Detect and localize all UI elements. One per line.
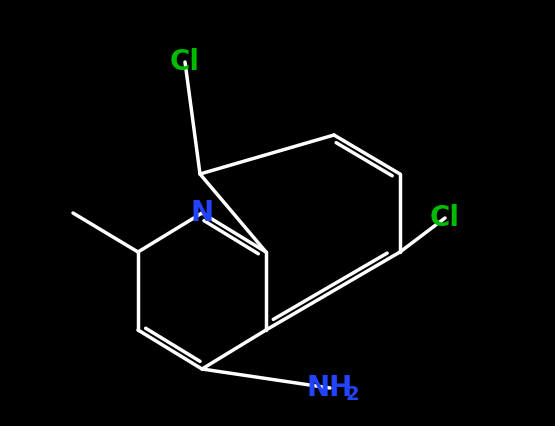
Text: Cl: Cl [170, 48, 200, 76]
Text: Cl: Cl [430, 204, 460, 232]
Text: NH: NH [307, 374, 353, 402]
Text: 2: 2 [345, 386, 359, 405]
Text: N: N [190, 199, 214, 227]
